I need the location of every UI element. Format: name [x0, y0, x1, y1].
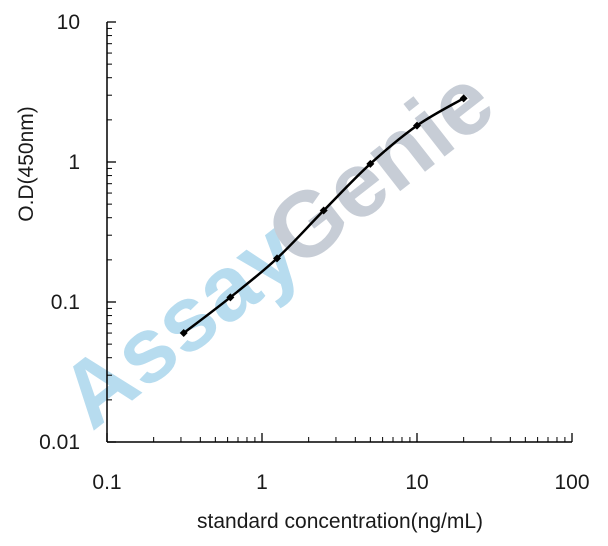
y-tick-labels: 0.01 0.1 1 10: [39, 11, 80, 454]
y-axis-title: O.D(450nm): [15, 106, 38, 222]
minor-ticks: [107, 27, 566, 442]
data-point: [319, 206, 328, 215]
x-tick-label: 100: [554, 471, 589, 494]
x-axis-title: standard concentration(ng/mL): [197, 510, 483, 533]
data-point: [226, 293, 235, 302]
data-point: [273, 254, 282, 263]
data-point: [413, 121, 421, 130]
y-tick-label: 0.01: [39, 431, 80, 454]
watermark: Assay Genie: [42, 49, 513, 448]
y-tick-label: 1: [68, 151, 80, 174]
y-tick-label: 10: [57, 11, 80, 34]
x-tick-labels: 0.1 1 10 100: [92, 471, 589, 494]
data-point: [366, 159, 375, 168]
major-ticks: [106, 21, 573, 443]
x-tick-label: 1: [256, 471, 268, 494]
watermark-genie: Genie: [248, 49, 512, 287]
x-tick-label: 10: [405, 471, 428, 494]
series-points: [179, 94, 468, 338]
data-point: [459, 94, 468, 103]
y-tick-label: 0.1: [51, 291, 80, 314]
data-point: [179, 329, 188, 338]
x-tick-label: 0.1: [92, 471, 121, 494]
